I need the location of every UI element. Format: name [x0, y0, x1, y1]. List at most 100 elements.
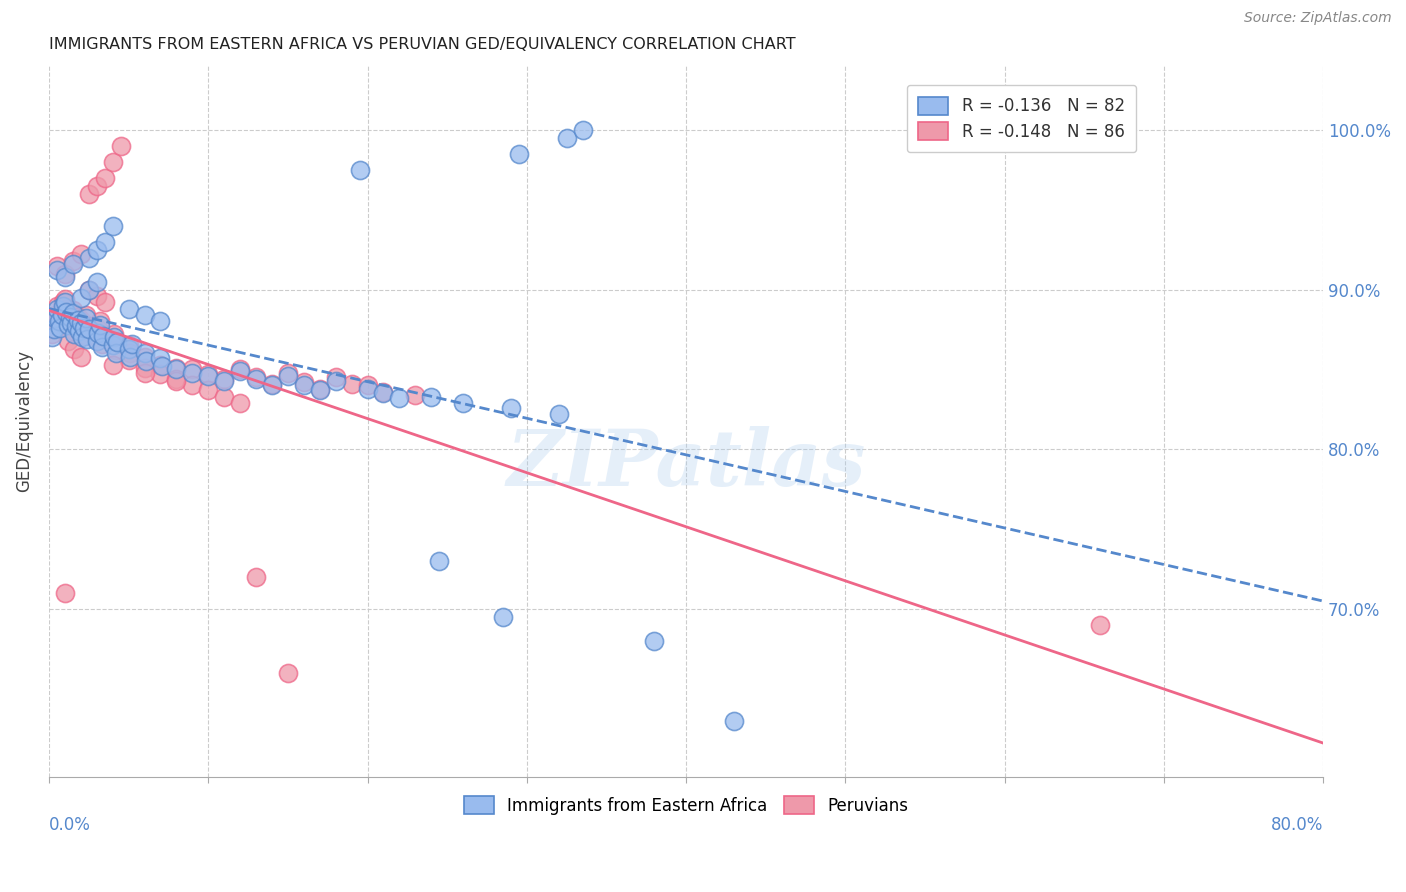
Point — [65, 319, 87, 334]
Point — [325, 374, 347, 388]
Point — [165, 360, 187, 375]
Point — [181, 378, 204, 392]
Text: IMMIGRANTS FROM EASTERN AFRICA VS PERUVIAN GED/EQUIVALENCY CORRELATION CHART: IMMIGRANTS FROM EASTERN AFRICA VS PERUVI… — [49, 37, 796, 53]
Point — [77, 283, 100, 297]
Point — [197, 367, 219, 381]
Point — [93, 170, 115, 185]
Point — [48, 311, 70, 326]
Point — [643, 633, 665, 648]
Point — [45, 299, 67, 313]
Point — [508, 146, 530, 161]
Point — [492, 610, 515, 624]
Point — [65, 316, 87, 330]
Point — [356, 382, 378, 396]
Point — [52, 295, 75, 310]
Point — [86, 178, 108, 193]
Point — [86, 243, 108, 257]
Point — [229, 362, 252, 376]
Point — [87, 326, 110, 340]
Point — [62, 306, 84, 320]
Point — [62, 303, 84, 318]
Point — [101, 154, 124, 169]
Point — [90, 336, 112, 351]
Point — [181, 362, 204, 376]
Point — [197, 368, 219, 383]
Point — [181, 366, 204, 380]
Point — [499, 401, 522, 415]
Point — [89, 318, 111, 332]
Point — [349, 162, 371, 177]
Point — [104, 343, 127, 358]
Point — [75, 311, 97, 326]
Point — [388, 391, 411, 405]
Point — [91, 329, 114, 343]
Point — [75, 308, 97, 322]
Point — [212, 390, 235, 404]
Point — [77, 283, 100, 297]
Point — [420, 390, 443, 404]
Point — [101, 338, 124, 352]
Point — [60, 316, 83, 330]
Point — [1088, 618, 1111, 632]
Point — [51, 305, 73, 319]
Point — [51, 318, 73, 332]
Point — [571, 123, 593, 137]
Point — [77, 322, 100, 336]
Point — [134, 360, 156, 375]
Point — [45, 259, 67, 273]
Point — [53, 292, 76, 306]
Point — [120, 346, 142, 360]
Point — [197, 383, 219, 397]
Point — [67, 321, 90, 335]
Point — [77, 319, 100, 334]
Point — [45, 263, 67, 277]
Point — [69, 247, 91, 261]
Point — [86, 275, 108, 289]
Point — [135, 354, 157, 368]
Point — [86, 330, 108, 344]
Point — [308, 382, 330, 396]
Point — [212, 372, 235, 386]
Point — [53, 267, 76, 281]
Point — [110, 138, 132, 153]
Point — [62, 257, 84, 271]
Point — [121, 336, 143, 351]
Text: 0.0%: 0.0% — [49, 815, 91, 834]
Point — [56, 334, 79, 348]
Point — [150, 359, 173, 374]
Point — [340, 376, 363, 391]
Point — [325, 370, 347, 384]
Point — [87, 322, 110, 336]
Point — [555, 131, 578, 145]
Point — [117, 352, 139, 367]
Point — [45, 301, 67, 316]
Point — [49, 319, 72, 334]
Point — [63, 324, 86, 338]
Point — [76, 329, 98, 343]
Point — [101, 219, 124, 233]
Point — [52, 299, 75, 313]
Point — [165, 374, 187, 388]
Point — [149, 358, 172, 372]
Point — [373, 384, 395, 399]
Point — [245, 372, 267, 386]
Point — [62, 253, 84, 268]
Point — [149, 351, 172, 366]
Point — [103, 330, 125, 344]
Point — [45, 311, 67, 326]
Point — [229, 364, 252, 378]
Point — [245, 370, 267, 384]
Point — [107, 335, 129, 350]
Point — [90, 340, 112, 354]
Point — [42, 322, 65, 336]
Point — [373, 386, 395, 401]
Point — [63, 327, 86, 342]
Point — [69, 316, 91, 330]
Point — [117, 338, 139, 352]
Legend: Immigrants from Eastern Africa, Peruvians: Immigrants from Eastern Africa, Peruvian… — [457, 789, 915, 822]
Point — [76, 332, 98, 346]
Point — [41, 321, 63, 335]
Point — [56, 318, 79, 332]
Point — [103, 327, 125, 342]
Point — [427, 554, 450, 568]
